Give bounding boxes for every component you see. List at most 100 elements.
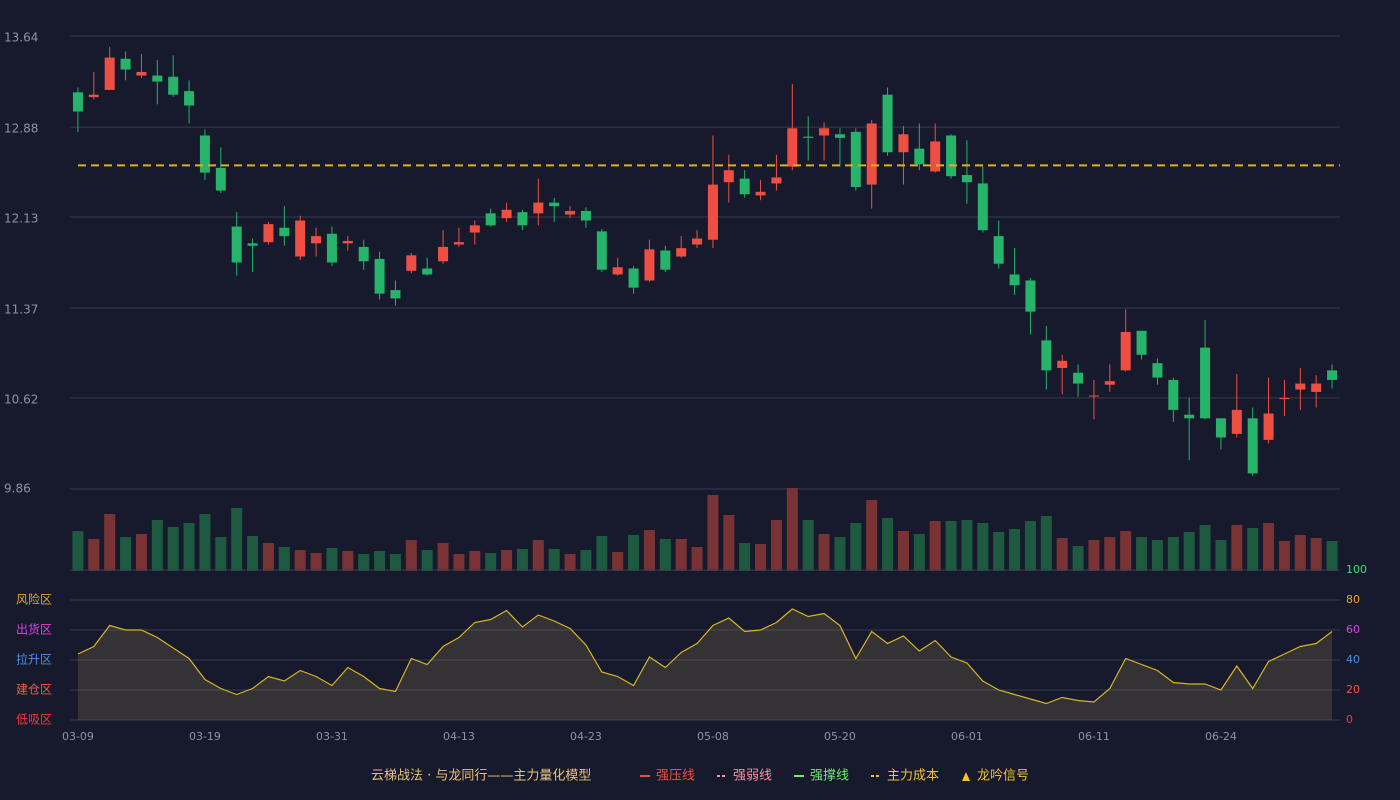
candle-body: [866, 123, 877, 185]
candle-body: [660, 250, 671, 270]
candle-body: [469, 225, 480, 233]
candle-body: [1136, 330, 1147, 355]
candle-body: [803, 136, 814, 138]
volume-bar: [1151, 540, 1163, 571]
volume-bar: [961, 520, 973, 571]
x-tick-label: 03-31: [316, 730, 348, 743]
volume-bar: [913, 534, 925, 571]
volume-bar: [834, 537, 846, 571]
candle-body: [1088, 395, 1099, 397]
volume-bar: [1247, 528, 1259, 571]
candle-body: [358, 246, 369, 262]
candle-body: [1152, 363, 1163, 378]
volume-bar: [1056, 538, 1068, 571]
volume-bar: [929, 521, 941, 571]
legend-symbol: [962, 772, 970, 781]
candle-body: [1104, 381, 1115, 385]
candle-body: [1184, 414, 1195, 419]
candle-body: [707, 184, 718, 240]
candle-body: [311, 236, 322, 244]
candle-body: [914, 148, 925, 165]
candle-body: [1009, 274, 1020, 286]
volume-bar: [723, 515, 735, 571]
candle-body: [1120, 332, 1131, 371]
volume-bar: [1231, 525, 1243, 571]
candle-body: [88, 94, 99, 98]
volume-bar: [469, 551, 481, 571]
legend-label: 强撑线: [810, 769, 849, 784]
y2-tick-label: 0: [1346, 713, 1353, 726]
candle-body: [1057, 360, 1068, 368]
candle-body: [1263, 413, 1274, 440]
volume-bar: [278, 547, 290, 571]
volume-bar: [516, 549, 528, 571]
y2-tick-label: 80: [1346, 593, 1360, 606]
candle-body: [723, 170, 734, 183]
volume-bar: [707, 495, 719, 571]
candle-body: [215, 167, 226, 191]
y-tick-label: 12.88: [4, 122, 38, 136]
legend-label: 云梯战法 · 与龙同行——主力量化模型: [371, 769, 591, 784]
candle-body: [1231, 409, 1242, 434]
volume-bar: [675, 539, 687, 571]
candle-body: [374, 258, 385, 294]
zone-label: 风险区: [16, 592, 52, 607]
volume-bar: [437, 543, 449, 571]
candle-body: [1327, 370, 1338, 380]
volume-bar: [421, 550, 433, 571]
volume-bar: [532, 540, 544, 571]
candle-body: [453, 242, 464, 245]
candle-body: [120, 58, 131, 70]
candle-body: [977, 183, 988, 231]
volume-bar: [120, 537, 132, 571]
candle-body: [295, 220, 306, 257]
volume-bar: [1009, 529, 1021, 571]
zone-label: 建仓区: [16, 683, 52, 697]
volume-bar: [691, 547, 703, 571]
volume-bar: [199, 514, 211, 571]
candle-body: [517, 212, 528, 226]
volume-bar: [231, 508, 243, 571]
legend-label: 强弱线: [733, 769, 772, 784]
x-tick-label: 04-13: [443, 730, 475, 743]
candle-body: [739, 178, 750, 195]
zone-label: 低吸区: [16, 713, 52, 727]
volume-bar: [310, 553, 322, 571]
candle-body: [946, 135, 957, 177]
volume-bar: [1310, 538, 1322, 571]
y-tick-label: 11.37: [4, 303, 38, 317]
volume-bar: [945, 521, 957, 571]
volume-bar: [770, 520, 782, 571]
candle-body: [1200, 347, 1211, 419]
volume-bar: [294, 550, 306, 571]
y2-tick-label: 60: [1346, 623, 1360, 636]
candle-body: [596, 231, 607, 270]
volume-bar: [866, 500, 878, 571]
volume-bar: [564, 554, 576, 571]
candle-body: [231, 226, 242, 263]
legend-label: 主力成本: [887, 769, 939, 784]
volume-bar: [1183, 532, 1195, 571]
candle-body: [898, 134, 909, 153]
volume-bar: [548, 549, 560, 571]
volume-bar: [342, 551, 354, 571]
volume-bar: [1199, 525, 1211, 571]
volume-bar: [580, 550, 592, 571]
x-tick-label: 06-11: [1078, 730, 1110, 743]
volume-bar: [897, 531, 909, 571]
volume-bar: [501, 550, 513, 571]
candle-body: [501, 209, 512, 219]
y2-tick-label: 20: [1346, 683, 1360, 696]
volume-bar: [1215, 540, 1227, 571]
candle-body: [438, 246, 449, 262]
volume-bar: [167, 527, 179, 571]
volume-bar: [739, 543, 751, 571]
volume-bar: [977, 523, 989, 571]
volume-bar: [786, 488, 798, 571]
zone-label: 出货区: [16, 622, 52, 637]
candle-body: [1279, 397, 1290, 400]
x-tick-label: 05-08: [697, 730, 729, 743]
candle-body: [1247, 418, 1258, 474]
candle-body: [104, 57, 115, 90]
